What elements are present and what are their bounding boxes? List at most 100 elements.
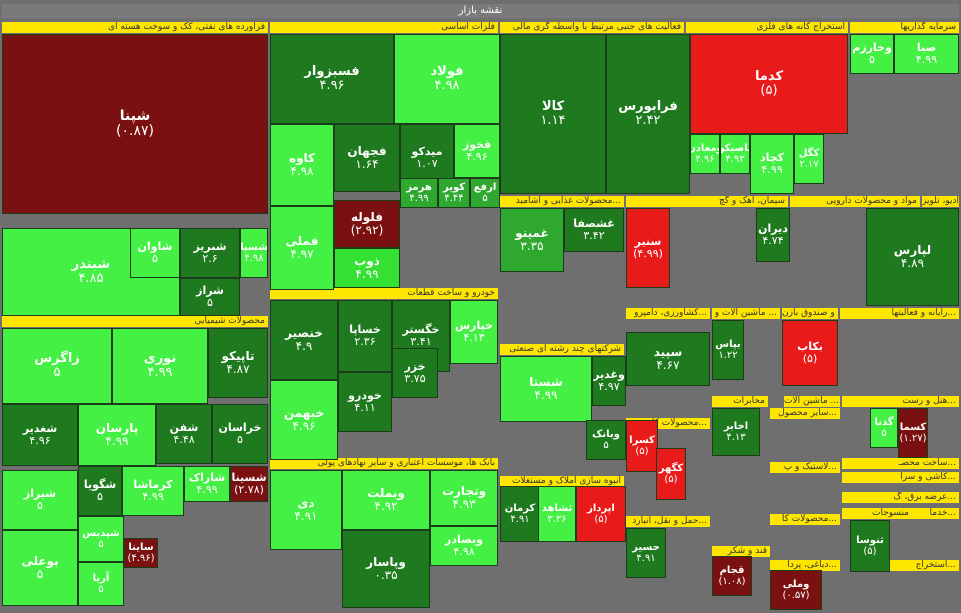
tile-46[interactable]: خراسان ۵ bbox=[212, 404, 268, 464]
tile-71[interactable]: حسیر ۴.۹۱ bbox=[626, 528, 666, 578]
tile-26[interactable]: شراز ۵ bbox=[180, 278, 240, 316]
sector-s10: خودرو و ساخت قطعات bbox=[270, 288, 498, 299]
tile-value: ۵ bbox=[881, 428, 887, 439]
tile-44[interactable]: پارسان ۴.۹۹ bbox=[78, 404, 156, 466]
sector-s23: ساخت محصـ... bbox=[842, 458, 959, 469]
tile-13[interactable]: کچاد ۴.۹۹ bbox=[750, 134, 794, 194]
tile-27[interactable]: شسپا ۴.۹۸ bbox=[240, 228, 268, 278]
tile-73[interactable]: وملی (۰.۵۷) bbox=[770, 570, 822, 610]
tile-value: ۴.۴۴ bbox=[444, 193, 464, 204]
tile-58[interactable]: شاراک ۴.۹۹ bbox=[184, 466, 230, 502]
tile-62[interactable]: شپدیس ۵ bbox=[78, 516, 124, 562]
tile-67[interactable]: وتجارت ۴.۹۳ bbox=[430, 470, 498, 526]
tile-55[interactable]: کگهر (۵) bbox=[656, 448, 686, 500]
tile-5[interactable]: فرابورس ۲.۴۲ bbox=[606, 34, 690, 194]
tile-78[interactable]: ثنوسا (۵) bbox=[850, 520, 890, 572]
tile-56[interactable]: شگویا ۵ bbox=[78, 466, 122, 516]
tile-value: ۲.۴۲ bbox=[635, 113, 661, 128]
tile-30[interactable]: سنیر (۴.۹۹) bbox=[626, 208, 670, 288]
tile-64[interactable]: ساینا (۴.۹۶) bbox=[124, 538, 158, 568]
tile-7[interactable]: صبا ۴.۹۹ bbox=[894, 34, 959, 74]
tile-label: شسینا bbox=[231, 470, 267, 484]
tile-17[interactable]: ارفع ۵ bbox=[470, 178, 500, 208]
tile-49[interactable]: سپید ۴.۶۷ bbox=[626, 332, 710, 386]
tile-3[interactable]: فولاد ۴.۹۸ bbox=[394, 34, 500, 124]
tile-label: لپارس bbox=[893, 242, 932, 257]
tile-39[interactable]: خبهمن ۴.۹۶ bbox=[270, 380, 338, 460]
tile-8[interactable]: وخارزم ۵ bbox=[850, 34, 894, 74]
tile-34[interactable]: خساپا ۲.۳۶ bbox=[338, 300, 392, 372]
tile-value: ۴.۹۹ bbox=[142, 490, 164, 503]
tile-value: ۴.۹۹ bbox=[534, 388, 558, 402]
sector-s34: خدما... bbox=[912, 508, 959, 519]
tile-6[interactable]: کدما (۵) bbox=[690, 34, 848, 134]
tile-label: وبانک bbox=[592, 429, 620, 440]
sector-s16: رایانه و فعالیتها... bbox=[840, 308, 959, 319]
tile-41[interactable]: نوری ۴.۹۹ bbox=[112, 328, 208, 404]
tile-10[interactable]: فجهان ۱.۶۴ bbox=[334, 124, 400, 192]
tile-42[interactable]: تاپیکو ۴.۸۷ bbox=[208, 328, 268, 398]
tile-68[interactable]: وبصادر ۴.۹۸ bbox=[430, 526, 498, 566]
tile-label: کسرا bbox=[629, 435, 655, 446]
tile-37[interactable]: خزر ۳.۷۵ bbox=[392, 348, 438, 398]
tile-label: کرمان bbox=[504, 503, 536, 514]
tile-72[interactable]: قجام (۱.۰۸) bbox=[712, 556, 752, 596]
tile-60[interactable]: شیراز ۵ bbox=[2, 470, 78, 530]
tile-16[interactable]: کویر ۴.۴۴ bbox=[438, 178, 470, 208]
tile-31[interactable]: دیران ۴.۷۴ bbox=[756, 208, 790, 262]
tile-19[interactable]: ومعادن۴.۹۶ bbox=[690, 134, 720, 174]
tile-76[interactable]: ثشاهد ۳.۳۶ bbox=[538, 486, 576, 542]
tile-69[interactable]: وپاسار ۰.۳۵ bbox=[342, 530, 430, 608]
tile-12[interactable]: فخوز ۴.۹۶ bbox=[454, 124, 500, 178]
tile-33[interactable]: خنصیر ۴.۹ bbox=[270, 300, 338, 380]
tile-24[interactable]: شاوان ۵ bbox=[130, 228, 180, 278]
tile-74[interactable]: کسما (۱.۲۷) bbox=[898, 408, 928, 458]
sector-s22: سایر محصول... bbox=[770, 408, 840, 419]
tile-21[interactable]: فلوله (۲.۹۲) bbox=[334, 200, 400, 248]
tile-43[interactable]: شغدیر ۴.۹۶ bbox=[2, 404, 78, 466]
tile-label: خراسان bbox=[218, 420, 262, 434]
tile-4[interactable]: کالا ۱.۱۴ bbox=[500, 34, 606, 194]
tile-value: ۴.۹۹ bbox=[147, 365, 173, 380]
tile-65[interactable]: دی ۴.۹۱ bbox=[270, 470, 342, 550]
tile-29[interactable]: غشصفا ۳.۴۲ bbox=[564, 208, 624, 252]
tile-52[interactable]: اخابر ۴.۱۳ bbox=[712, 408, 760, 456]
tile-1[interactable]: شپنا (۰.۸۷) bbox=[2, 34, 268, 214]
tile-28[interactable]: غمینو ۳.۳۵ bbox=[500, 208, 564, 272]
tile-51[interactable]: بکاب (۵) bbox=[782, 320, 838, 386]
tile-45[interactable]: شفن ۴.۴۸ bbox=[156, 404, 212, 464]
tile-54[interactable]: کسرا (۵) bbox=[626, 420, 658, 472]
tile-value: ۴.۹۱ bbox=[294, 509, 318, 523]
tile-22[interactable]: ذوب ۴.۹۹ bbox=[334, 248, 400, 288]
tile-label: زاگرس bbox=[34, 350, 80, 366]
tile-label: غمینو bbox=[515, 225, 549, 240]
tile-18[interactable]: تاصیکو۴.۹۳ bbox=[720, 134, 750, 174]
tile-38[interactable]: خودرو ۴.۱۱ bbox=[338, 372, 392, 432]
tile-value: ۱.۰۷ bbox=[416, 157, 438, 170]
tile-9[interactable]: کاوه ۴.۹۸ bbox=[270, 124, 334, 206]
tile-2[interactable]: فسبزوار ۴.۹۶ bbox=[270, 34, 394, 124]
tile-59[interactable]: شسینا (۲.۷۸) bbox=[230, 466, 268, 502]
tile-70[interactable]: کرمان ۴.۹۱ bbox=[500, 486, 540, 542]
tile-20[interactable]: فملی ۴.۹۷ bbox=[270, 206, 334, 290]
tile-label: قجام bbox=[719, 565, 745, 576]
tile-53[interactable]: وبانک ۵ bbox=[586, 420, 626, 460]
tile-61[interactable]: بوعلی ۵ bbox=[2, 530, 78, 606]
tile-47[interactable]: شستا ۴.۹۹ bbox=[500, 356, 592, 422]
tile-14[interactable]: کگل ۲.۱۷ bbox=[794, 134, 824, 184]
sector-s33: دباغی، پردا... bbox=[770, 560, 840, 571]
sector-s6: محصولات غذایی و آشامید... bbox=[500, 196, 624, 207]
tile-32[interactable]: لپارس ۴.۸۹ bbox=[866, 208, 959, 306]
tile-57[interactable]: کرماشا ۴.۹۹ bbox=[122, 466, 184, 516]
tile-15[interactable]: هرمز ۴.۹۹ bbox=[400, 178, 438, 208]
tile-48[interactable]: وغدیر ۴.۹۷ bbox=[592, 356, 626, 406]
tile-25[interactable]: شبریز ۲.۶ bbox=[180, 228, 240, 278]
tile-36[interactable]: خپارس ۴.۱۳ bbox=[450, 300, 498, 364]
tile-66[interactable]: وبملت ۴.۹۲ bbox=[342, 470, 430, 530]
tile-50[interactable]: بپاس ۱.۲۲ bbox=[712, 320, 744, 380]
tile-63[interactable]: آریا ۵ bbox=[78, 562, 124, 606]
tile-label: فجهان bbox=[347, 143, 387, 158]
tile-75[interactable]: گدنا ۵ bbox=[870, 408, 898, 448]
tile-77[interactable]: اپرداز (۵) bbox=[576, 486, 626, 542]
tile-40[interactable]: زاگرس ۵ bbox=[2, 328, 112, 404]
